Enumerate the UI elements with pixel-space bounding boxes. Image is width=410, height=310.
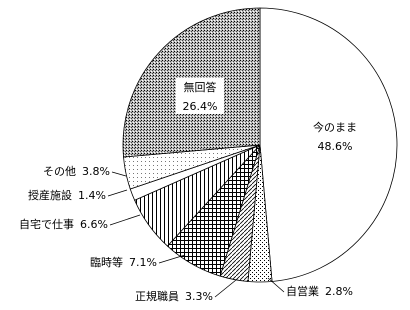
- slice-label: 授産施設 1.4%: [28, 188, 106, 202]
- leader-line: [267, 277, 285, 293]
- slice-label: 正規職員 3.3%: [135, 289, 213, 303]
- value-label: 6.6%: [80, 218, 108, 231]
- leader-line: [111, 171, 127, 177]
- value-label: 3.8%: [82, 165, 110, 178]
- leader-line: [158, 254, 186, 264]
- value-label: 1.4%: [78, 189, 106, 202]
- slice-label: 自営業 2.8%: [286, 284, 353, 298]
- category-label: 無回答: [184, 80, 217, 94]
- value-label: 7.1%: [129, 256, 157, 269]
- leader-line: [107, 189, 128, 197]
- value-label: 3.3%: [185, 290, 213, 303]
- leader-line: [214, 279, 237, 298]
- pie-slice: [259, 7, 398, 282]
- category-label: その他: [43, 165, 76, 178]
- value-label: 48.6%: [318, 140, 353, 153]
- slice-label: 臨時等 7.1%: [90, 255, 157, 269]
- label-background: [176, 78, 224, 114]
- labels: 今のまま 48.6% 自営業 2.8% 正規職員 3.3% 臨時等 7.1% 自宅で仕事 6.6%…: [19, 78, 357, 303]
- category-label: 臨時等: [90, 255, 123, 269]
- category-label: 自宅で仕事: [19, 217, 74, 231]
- category-label: 自営業: [286, 284, 319, 298]
- leader-line: [109, 214, 141, 226]
- slice-label: その他 3.8%: [43, 165, 110, 178]
- category-label: 今のまま: [313, 120, 357, 134]
- value-label: 2.8%: [325, 285, 353, 298]
- slice-label: 自宅で仕事 6.6%: [19, 217, 108, 231]
- category-label: 正規職員: [135, 289, 179, 303]
- slices: [122, 7, 398, 283]
- value-label: 26.4%: [183, 100, 218, 113]
- category-label: 授産施設: [28, 188, 72, 202]
